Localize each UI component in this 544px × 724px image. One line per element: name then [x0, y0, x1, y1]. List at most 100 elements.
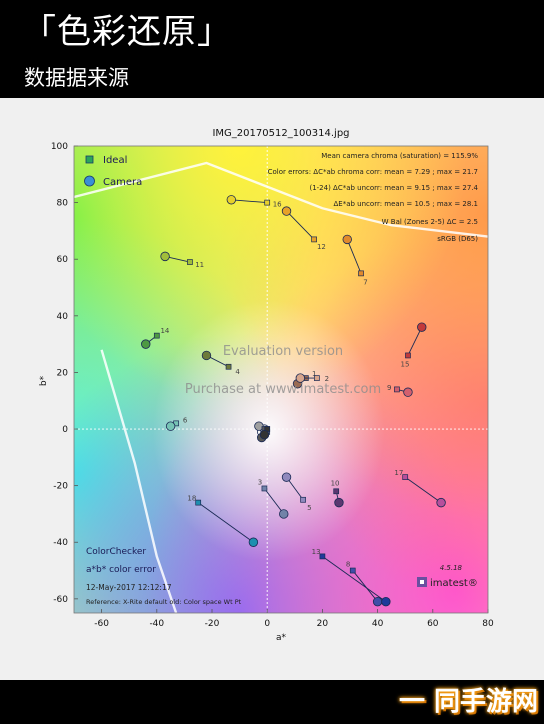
ideal-marker-7	[358, 270, 364, 277]
error-line-17	[404, 476, 442, 503]
x-tick-label: 40	[372, 619, 384, 629]
legend-camera-marker	[84, 175, 95, 187]
ideal-marker-5	[300, 496, 306, 503]
x-tick-label: 80	[482, 619, 494, 629]
camera-marker-11	[160, 251, 170, 262]
patch-label-15: 15	[401, 361, 410, 369]
legend-ideal-label: Ideal	[103, 155, 127, 166]
header-title: 「色彩还原」	[22, 12, 232, 52]
y-tick-label: 0	[62, 425, 68, 435]
patch-label-12: 12	[317, 243, 326, 251]
stats-line-2: Color errors: ΔC*ab chroma corr: mean = …	[268, 168, 478, 176]
patch-label-5: 5	[307, 504, 311, 512]
patch-label-13: 13	[312, 548, 321, 556]
error-line-16	[231, 199, 268, 204]
grid-lines	[74, 145, 489, 613]
patch-label-7: 7	[363, 279, 367, 287]
camera-marker-15	[417, 322, 427, 332]
chart-title: IMG_20170512_100314.jpg	[212, 128, 349, 139]
gamut-boundary	[74, 161, 488, 613]
stats-line-4: ΔE*ab uncorr: mean = 10.5 ; max = 28.1	[334, 200, 478, 208]
ideal-marker-17	[402, 474, 409, 480]
info-block: ColorChecker a*b* color error 12-May-201…	[86, 547, 242, 606]
camera-marker-24	[259, 429, 270, 440]
patch-label-3: 3	[258, 478, 262, 486]
camera-marker-5	[281, 472, 292, 482]
camera-marker-17	[436, 497, 446, 508]
camera-marker-9	[403, 387, 413, 397]
patch-label-9: 9	[387, 384, 391, 392]
x-tick-labels: -60 -40 -20 0 20 40 60 80	[94, 619, 494, 629]
plot-frame	[73, 145, 489, 614]
watermark-evaluation: Evaluation version	[223, 344, 343, 359]
ideal-marker-9	[394, 386, 400, 393]
y-tick-label: -20	[53, 482, 68, 492]
error-line-7	[346, 239, 362, 274]
ideal-marker-15	[405, 352, 411, 359]
ideal-marker-10	[333, 488, 340, 495]
camera-marker-12	[281, 206, 292, 216]
patch-label-14: 14	[160, 327, 169, 335]
header-subtitle: 数据据来源	[24, 66, 129, 90]
ideal-marker-12	[311, 236, 317, 243]
patch-label-2: 2	[325, 375, 329, 383]
x-tick-label: -20	[205, 619, 220, 629]
ideal-marker-4	[225, 363, 232, 370]
ideal-marker-8	[349, 567, 356, 574]
ideal-marker-14	[153, 332, 160, 339]
legend-camera-label: Camera	[103, 177, 142, 188]
x-tick-label: -40	[149, 619, 164, 629]
camera-marker-2	[295, 373, 306, 383]
stats-line-3: (1-24) ΔC*ab uncorr: mean = 9.15 ; max =…	[309, 184, 478, 192]
stats-block: Mean camera chroma (saturation) = 115.9%…	[268, 152, 479, 243]
camera-marker-10	[334, 497, 344, 508]
x-tick-label: 60	[427, 619, 439, 629]
x-tick-label: 0	[264, 619, 270, 629]
gamut-line-left	[100, 349, 178, 613]
patch-label-18: 18	[187, 494, 196, 502]
info-line-2: a*b* color error	[86, 565, 156, 575]
error-line-12	[286, 210, 315, 240]
ideal-marker-2	[314, 375, 320, 381]
camera-marker-14	[141, 339, 151, 349]
figure-panel: 1 2 3 4 5 6 7 8 9 10 11 12 13 14 15 16 17 18 IMG_20170512…	[0, 98, 544, 680]
error-line-3	[264, 488, 285, 515]
camera-marker-13	[381, 596, 391, 607]
legend-ideal-marker	[85, 155, 94, 164]
patch-label-8: 8	[346, 561, 350, 569]
stats-line-6: sRGB (D65)	[437, 235, 478, 243]
y-tick-label: 60	[57, 255, 69, 265]
y-tick-label: 20	[57, 368, 69, 378]
y-tick-label: -60	[53, 595, 68, 605]
info-line-3: 12-May-2017 12:12:17	[86, 583, 172, 592]
imatest-brand: imatest®	[430, 578, 478, 589]
watermark-purchase: Purchase at www.imatest.com	[185, 382, 381, 397]
plot-background	[74, 146, 488, 613]
y-tick-label: 80	[57, 199, 69, 209]
version-label: 4.5.18	[440, 564, 463, 572]
error-line-15	[407, 326, 423, 356]
stats-line-5: W Bal (Zones 2-5) ΔC = 2.5	[382, 218, 478, 226]
x-tick-label: 20	[317, 619, 329, 629]
x-tick-label: -60	[94, 619, 109, 629]
y-tick-label: -40	[53, 538, 68, 548]
ideal-marker-18	[195, 499, 202, 506]
y-tick-labels: -60 -40 -20 0 20 40 60 80 100	[51, 142, 68, 605]
patch-label-6: 6	[183, 416, 188, 424]
legend: Ideal Camera	[84, 155, 142, 188]
patch-label-16: 16	[273, 200, 282, 208]
ideal-marker-13	[319, 553, 326, 560]
site-watermark: 一 同手游网	[398, 687, 538, 717]
camera-marker-7	[342, 234, 352, 245]
patch-label-11: 11	[195, 261, 204, 269]
imatest-logo: imatest®	[417, 577, 478, 589]
camera-marker-8	[372, 596, 383, 607]
error-line-18	[197, 502, 254, 543]
x-axis-label: a*	[276, 633, 287, 643]
error-line-8	[352, 570, 378, 602]
patch-label-17: 17	[394, 469, 403, 477]
y-tick-label: 100	[51, 142, 68, 152]
patch-label-4: 4	[235, 368, 240, 376]
